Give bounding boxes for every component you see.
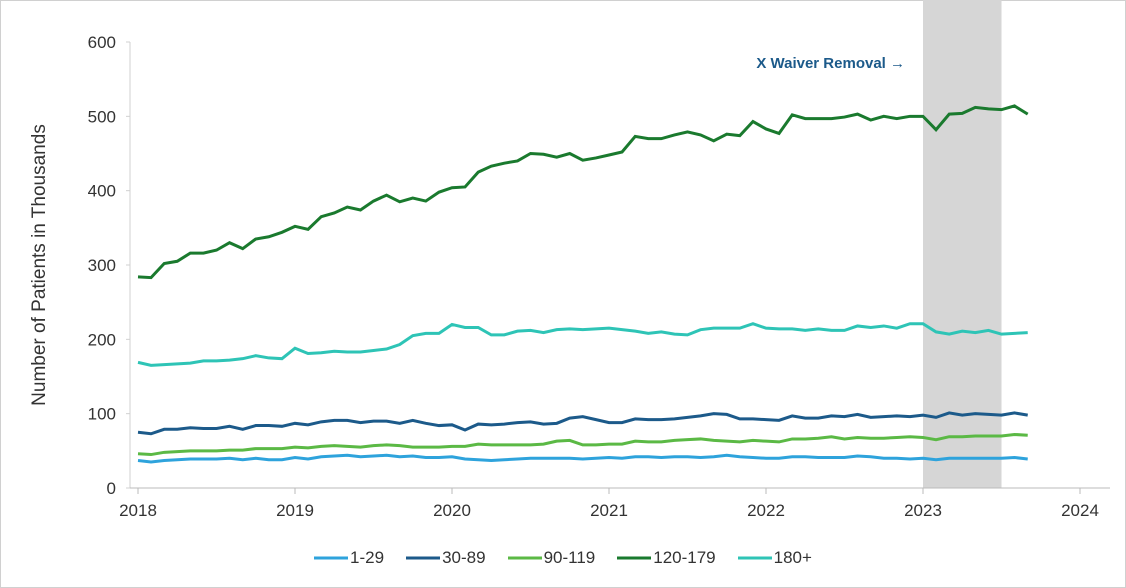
- legend-swatch: [617, 556, 652, 560]
- series-line: [137, 453, 1028, 464]
- legend-label: 180+: [773, 548, 812, 567]
- series-line: [137, 411, 1028, 436]
- y-axis-label: Number of Patients in Thousands: [29, 124, 50, 406]
- x-tick-label: 2021: [590, 501, 628, 520]
- y-tick-label: 300: [88, 256, 116, 275]
- y-tick-label: 500: [88, 107, 116, 126]
- legend-item: 180+: [737, 548, 812, 568]
- x-tick-label: 2018: [119, 501, 157, 520]
- annotation: X Waiver Removal →: [756, 55, 905, 72]
- legend-label: 120-179: [653, 548, 716, 567]
- x-tick-label: 2019: [276, 501, 314, 520]
- y-tick-label: 200: [88, 330, 116, 349]
- legend-label: 90-119: [543, 548, 596, 567]
- legend-item: 1-29: [314, 548, 384, 568]
- legend-swatch: [507, 556, 542, 560]
- y-tick-label: 0: [107, 479, 116, 498]
- series-line: [137, 432, 1028, 457]
- y-tick-label: 100: [88, 405, 116, 424]
- legend-item: 90-119: [507, 548, 596, 568]
- legend-label: 1-29: [350, 548, 385, 567]
- series-line: [137, 322, 1028, 367]
- x-tick-label: 2023: [904, 501, 942, 520]
- y-tick-label: 600: [88, 33, 116, 52]
- legend-label: 30-89: [442, 548, 486, 567]
- series-line: [137, 104, 1029, 280]
- x-tick-label: 2024: [1061, 501, 1099, 520]
- legend-swatch: [737, 556, 772, 560]
- legend: 1-29 30-89 90-119 120-179 180+: [0, 548, 1126, 568]
- legend-swatch: [406, 556, 441, 560]
- legend-item: 120-179: [617, 548, 716, 568]
- y-tick-label: 400: [88, 182, 116, 201]
- shaded-region: [923, 0, 1002, 488]
- legend-swatch: [314, 556, 349, 560]
- legend-item: 30-89: [406, 548, 486, 568]
- x-tick-label: 2020: [433, 501, 471, 520]
- x-tick-label: 2022: [747, 501, 785, 520]
